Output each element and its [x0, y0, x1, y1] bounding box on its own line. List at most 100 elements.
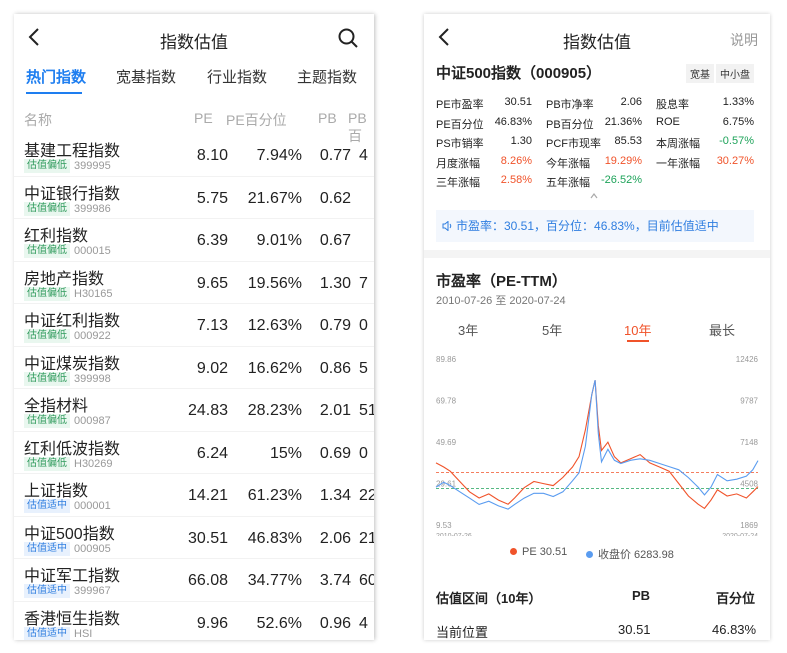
back-arrow-icon[interactable]	[434, 26, 456, 48]
table-header: 名称 PE PE百分位 PB PB百	[14, 100, 374, 144]
y-left-tick-label: 9.53	[436, 521, 452, 530]
y-right-tick-label: 7148	[740, 438, 758, 447]
pb-pct-value: 0	[359, 444, 368, 462]
pe-value: 30.51	[187, 529, 228, 547]
table-row[interactable]: 基建工程指数 估值偏低 399995 8.10 7.94% 0.77 4	[14, 134, 374, 177]
tab-hot[interactable]: 热门指数	[26, 69, 87, 86]
pe-pct-value: 15%	[269, 444, 302, 462]
valuation-notice: 市盈率：30.51，百分位：46.83%，目前估值适中	[436, 210, 754, 242]
metric-value: 8.26%	[500, 154, 532, 167]
pe-pct-value: 52.6%	[256, 614, 302, 632]
table-row[interactable]: 中证银行指数 估值偏低 399986 5.75 21.67% 0.62	[14, 177, 374, 219]
metrics-row: 月度涨幅 8.26% 今年涨幅 19.29% 一年涨幅 30.27%	[436, 155, 760, 175]
tab-broad[interactable]: 宽基指数	[116, 69, 177, 86]
tag-broad: 宽基	[686, 64, 714, 83]
period-all[interactable]: 最长	[709, 323, 736, 338]
index-name: 红利低波指数	[24, 440, 121, 458]
index-name: 中证500指数（000905）	[436, 65, 602, 82]
pe-pct-value: 46.83%	[247, 529, 302, 547]
notice-text: 市盈率：30.51，百分位：46.83%，目前估值适中	[456, 219, 719, 233]
chart-date-range: 2010-07-26 至 2020-07-24	[436, 295, 566, 307]
col-pb-pct[interactable]: PB百	[348, 110, 367, 144]
pb-value: 0.67	[319, 232, 351, 249]
pb-pct-value: 60	[359, 572, 374, 589]
pe-pct-value: 9.01%	[256, 232, 302, 249]
legend-price-label: 收盘价 6283.98	[598, 549, 674, 561]
pe-value: 66.08	[187, 572, 228, 589]
index-name: 上证指数	[24, 483, 89, 500]
metric-label: PS市销率	[436, 138, 484, 150]
category-tabs: 热门指数 宽基指数 行业指数 主题指数	[14, 64, 374, 100]
table-row[interactable]: 香港恒生指数 估值适中 HSI 9.96 52.6% 0.96 4	[14, 602, 374, 640]
y-left-tick-label: 89.86	[436, 355, 457, 364]
pb-pct-value: 51	[359, 402, 374, 419]
table-row[interactable]: 中证红利指数 估值偏低 000922 7.13 12.63% 0.79 0	[14, 304, 374, 347]
back-arrow-icon[interactable]	[24, 26, 46, 48]
pe-pct-value: 28.23%	[247, 402, 302, 419]
table-row[interactable]: 全指材料 估值偏低 000987 24.83 28.23% 2.01 51	[14, 389, 374, 432]
period-10y[interactable]: 10年	[624, 323, 652, 338]
col-pe-pct[interactable]: PE百分位	[226, 112, 287, 128]
speaker-icon	[442, 221, 452, 231]
current-position-label: 当前位置	[436, 625, 489, 640]
active-period-underline	[627, 340, 649, 342]
metric-value: 46.83%	[494, 115, 532, 128]
valuation-badge: 估值偏低	[24, 201, 70, 216]
pb-value: 0.77	[319, 147, 351, 164]
period-3y[interactable]: 3年	[458, 323, 479, 338]
metric-label: PE市盈率	[436, 99, 484, 111]
metric-value: 85.53	[614, 135, 642, 147]
metric-value: 1.30	[510, 135, 532, 147]
col-name[interactable]: 名称	[24, 112, 52, 128]
index-name: 中证500指数	[24, 525, 115, 543]
valuation-badge: 估值偏低	[24, 414, 70, 428]
legend-price: 收盘价 6283.98	[586, 546, 674, 562]
expand-caret-icon[interactable]	[590, 192, 598, 200]
metric-value: 2.58%	[500, 174, 532, 186]
index-table-body: 基建工程指数 估值偏低 399995 8.10 7.94% 0.77 4 中证银行指数 估值偏低…	[14, 134, 374, 640]
table-row[interactable]: 中证军工指数 估值适中 399967 66.08 34.77% 3.74 60	[14, 559, 374, 602]
metrics-row: 三年涨幅 2.58% 五年涨幅 -26.52%	[436, 174, 760, 194]
pe-value: 9.96	[196, 614, 228, 632]
period-5y[interactable]: 5年	[542, 323, 563, 338]
valuation-table-head-pct: 百分位	[716, 591, 756, 606]
index-code: 000015	[74, 245, 111, 257]
metric-label: ROE	[656, 115, 680, 128]
pe-value: 6.24	[196, 444, 228, 462]
metric-value: -26.52%	[601, 174, 642, 186]
index-name: 中证银行指数	[24, 185, 121, 203]
table-row[interactable]: 红利指数 估值偏低 000015 6.39 9.01% 0.67	[14, 219, 374, 262]
search-icon[interactable]	[336, 26, 360, 50]
table-row[interactable]: 中证500指数 估值适中 000905 30.51 46.83% 2.06 21	[14, 517, 374, 559]
metrics-row: PE百分位 46.83% PB百分位 21.36% ROE 6.75%	[436, 116, 760, 136]
index-code: H30269	[74, 457, 113, 470]
help-link[interactable]: 说明	[730, 32, 758, 48]
pb-value: 0.62	[319, 189, 351, 207]
metric-label: 月度涨幅	[436, 157, 480, 170]
tab-theme[interactable]: 主题指数	[297, 69, 358, 86]
valuation-badge: 估值适中	[24, 499, 70, 513]
tab-industry[interactable]: 行业指数	[207, 69, 268, 86]
metric-label: PE百分位	[436, 118, 484, 131]
table-row[interactable]: 红利低波指数 估值偏低 H30269 6.24 15% 0.69 0	[14, 432, 374, 474]
table-row[interactable]: 上证指数 估值适中 000001 14.21 61.23% 1.34 22	[14, 474, 374, 517]
pb-pct-value: 7	[359, 274, 368, 292]
valuation-badge: 估值偏低	[24, 456, 70, 471]
valuation-badge: 估值偏低	[24, 286, 70, 301]
valuation-badge: 估值偏低	[24, 244, 70, 258]
table-row[interactable]: 中证煤炭指数 估值偏低 399998 9.02 16.62% 0.86 5	[14, 347, 374, 389]
col-pb[interactable]: PB	[318, 110, 337, 126]
pb-pct-value: 4	[359, 614, 368, 632]
x-end-tick-label: 2020-07-24	[722, 533, 758, 536]
table-row[interactable]: 房地产指数 估值偏低 H30165 9.65 19.56% 1.30 7	[14, 262, 374, 304]
legend-pe-dot	[510, 548, 517, 555]
y-right-tick-label: 4508	[740, 480, 758, 489]
metric-label: PB市净率	[546, 99, 594, 111]
pb-value: 0.69	[319, 444, 351, 462]
index-name: 香港恒生指数	[24, 610, 121, 628]
pb-value: 1.30	[319, 274, 351, 292]
chart-title: 市盈率（PE-TTM）	[436, 273, 567, 290]
y-right-tick-label: 12426	[736, 355, 759, 364]
col-pe[interactable]: PE	[194, 110, 213, 126]
